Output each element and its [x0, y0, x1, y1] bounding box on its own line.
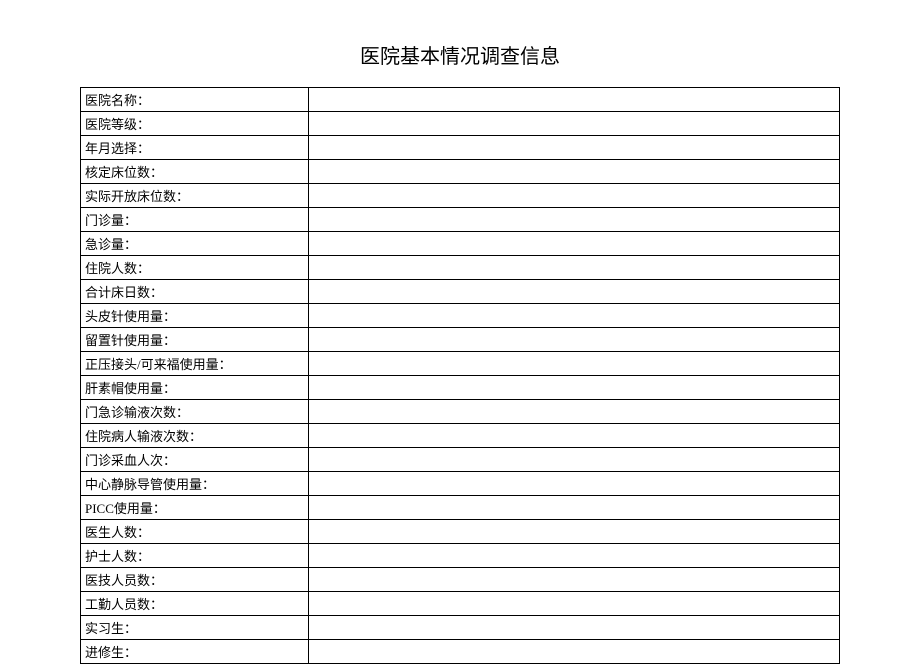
table-row: 留置针使用量：: [81, 328, 840, 352]
table-row: 正压接头/可来福使用量：: [81, 352, 840, 376]
row-label: 住院病人输液次数：: [81, 424, 309, 448]
row-label: 工勤人员数：: [81, 592, 309, 616]
table-row: 核定床位数：: [81, 160, 840, 184]
row-value: [308, 544, 839, 568]
table-row: 头皮针使用量：: [81, 304, 840, 328]
row-value: [308, 520, 839, 544]
table-body: 医院名称： 医院等级： 年月选择： 核定床位数： 实际开放床位数： 门诊量： 急…: [81, 88, 840, 664]
row-label: 住院人数：: [81, 256, 309, 280]
row-label: 急诊量：: [81, 232, 309, 256]
row-label: PICC使用量：: [81, 496, 309, 520]
row-value: [308, 304, 839, 328]
row-value: [308, 112, 839, 136]
row-value: [308, 256, 839, 280]
row-value: [308, 592, 839, 616]
table-row: 住院人数：: [81, 256, 840, 280]
row-value: [308, 640, 839, 664]
row-label: 医院名称：: [81, 88, 309, 112]
row-value: [308, 136, 839, 160]
row-value: [308, 448, 839, 472]
table-row: 实际开放床位数：: [81, 184, 840, 208]
table-row: 门急诊输液次数：: [81, 400, 840, 424]
table-row: 医院等级：: [81, 112, 840, 136]
row-value: [308, 208, 839, 232]
row-value: [308, 472, 839, 496]
table-row: 医院名称：: [81, 88, 840, 112]
page-title: 医院基本情况调查信息: [80, 40, 840, 69]
row-value: [308, 184, 839, 208]
row-value: [308, 424, 839, 448]
row-value: [308, 232, 839, 256]
table-row: 工勤人员数：: [81, 592, 840, 616]
row-value: [308, 400, 839, 424]
row-value: [308, 280, 839, 304]
table-row: 护士人数：: [81, 544, 840, 568]
row-value: [308, 616, 839, 640]
table-row: 门诊量：: [81, 208, 840, 232]
table-row: 合计床日数：: [81, 280, 840, 304]
row-label: 正压接头/可来福使用量：: [81, 352, 309, 376]
row-label: 进修生：: [81, 640, 309, 664]
row-value: [308, 352, 839, 376]
table-row: 中心静脉导管使用量：: [81, 472, 840, 496]
table-row: 门诊采血人次：: [81, 448, 840, 472]
table-row: 住院病人输液次数：: [81, 424, 840, 448]
row-label: 医院等级：: [81, 112, 309, 136]
row-label: 门诊采血人次：: [81, 448, 309, 472]
row-value: [308, 376, 839, 400]
row-value: [308, 568, 839, 592]
row-label: 肝素帽使用量：: [81, 376, 309, 400]
table-row: 实习生：: [81, 616, 840, 640]
table-row: 急诊量：: [81, 232, 840, 256]
row-label: 年月选择：: [81, 136, 309, 160]
row-label: 医技人员数：: [81, 568, 309, 592]
row-label: 留置针使用量：: [81, 328, 309, 352]
row-value: [308, 160, 839, 184]
table-row: 医技人员数：: [81, 568, 840, 592]
table-row: 肝素帽使用量：: [81, 376, 840, 400]
row-label: 门急诊输液次数：: [81, 400, 309, 424]
row-label: 核定床位数：: [81, 160, 309, 184]
row-label: 实习生：: [81, 616, 309, 640]
row-label: 医生人数：: [81, 520, 309, 544]
table-row: 年月选择：: [81, 136, 840, 160]
row-value: [308, 496, 839, 520]
row-value: [308, 88, 839, 112]
row-label: 合计床日数：: [81, 280, 309, 304]
row-label: 实际开放床位数：: [81, 184, 309, 208]
row-label: 中心静脉导管使用量：: [81, 472, 309, 496]
row-value: [308, 328, 839, 352]
table-row: 进修生：: [81, 640, 840, 664]
row-label: 门诊量：: [81, 208, 309, 232]
row-label: 护士人数：: [81, 544, 309, 568]
hospital-survey-table: 医院名称： 医院等级： 年月选择： 核定床位数： 实际开放床位数： 门诊量： 急…: [80, 87, 840, 664]
table-row: 医生人数：: [81, 520, 840, 544]
table-row: PICC使用量：: [81, 496, 840, 520]
row-label: 头皮针使用量：: [81, 304, 309, 328]
